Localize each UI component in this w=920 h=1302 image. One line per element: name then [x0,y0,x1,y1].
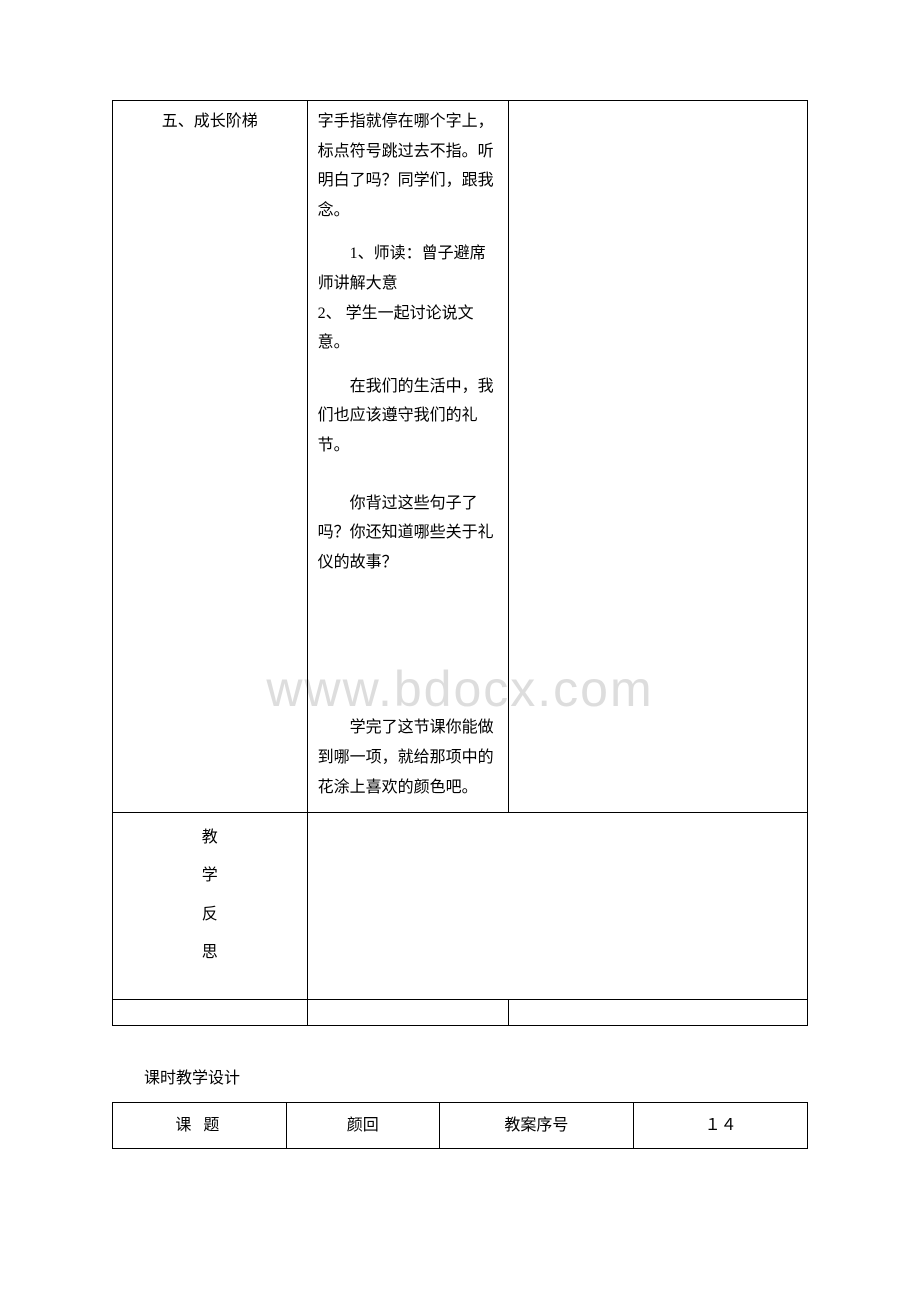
main-lesson-table: 五、成长阶梯 字手指就停在哪个字上，标点符号跳过去不指。听明白了吗？同学们，跟我… [112,100,808,1026]
content-para: 在我们的生活中，我们也应该遵守我们的礼节。 [318,372,499,461]
empty-cell [113,999,308,1025]
topic-label-cell: 课 题 [113,1102,287,1149]
empty-cell [509,999,808,1025]
reflection-char: 学 [123,857,297,895]
stage-label-cell: 五、成长阶梯 [113,101,308,813]
content-para: 字手指就停在哪个字上，标点符号跳过去不指。听明白了吗？同学们，跟我念。 [318,107,499,225]
table-row [113,999,808,1025]
content-para: 你背过这些句子了吗？你还知道哪些关于礼仪的故事？ [318,489,499,578]
section-title: 课时教学设计 [112,1064,808,1088]
table-row: 教 学 反 思 [113,813,808,1000]
reflection-label-cell: 教 学 反 思 [113,813,308,1000]
spacer [123,973,297,993]
reflection-char: 思 [123,934,297,972]
content-line: 1、师读：曾子避席 [318,239,499,269]
teaching-content-cell: 字手指就停在哪个字上，标点符号跳过去不指。听明白了吗？同学们，跟我念。 1、师读… [307,101,509,813]
table-row: 课 题 颜回 教案序号 １４ [113,1102,808,1149]
table-row: 五、成长阶梯 字手指就停在哪个字上，标点符号跳过去不指。听明白了吗？同学们，跟我… [113,101,808,813]
reflection-content-cell [307,813,807,1000]
content-line: 2、 学生一起讨论说文意。 [318,299,499,358]
content-para: 学完了这节课你能做到哪一项，就给那项中的花涂上喜欢的颜色吧。 [318,713,499,802]
notes-cell [509,101,808,813]
plan-number-label-cell: 教案序号 [439,1102,634,1149]
plan-number-value-cell: １４ [634,1102,808,1149]
reflection-char: 教 [123,819,297,857]
topic-value-cell: 颜回 [286,1102,439,1149]
content-block: 1、师读：曾子避席 师讲解大意 2、 学生一起讨论说文意。 [318,239,499,357]
lesson-info-table: 课 题 颜回 教案序号 １４ [112,1102,808,1150]
empty-cell [307,999,509,1025]
stage-label: 五、成长阶梯 [123,107,297,137]
content-line: 师讲解大意 [318,269,499,299]
spacer [318,591,499,669]
reflection-char: 反 [123,896,297,934]
